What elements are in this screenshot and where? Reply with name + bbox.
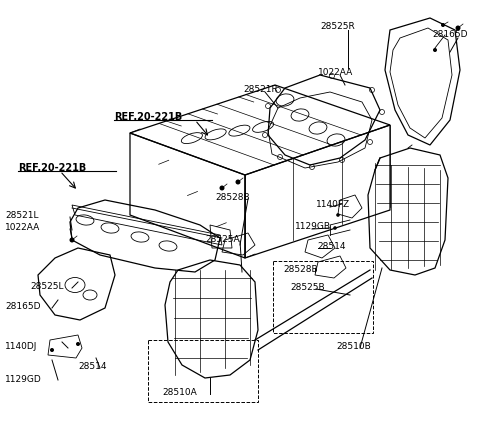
Text: 28521L: 28521L <box>5 211 38 220</box>
Circle shape <box>219 186 225 190</box>
Text: 28525B: 28525B <box>290 283 324 292</box>
Text: 28514: 28514 <box>317 242 346 251</box>
Text: 28528B: 28528B <box>215 193 250 202</box>
Circle shape <box>50 348 54 352</box>
Circle shape <box>433 48 437 52</box>
Text: 1140FZ: 1140FZ <box>316 200 350 209</box>
Circle shape <box>333 226 337 230</box>
Text: 28528B: 28528B <box>283 265 318 274</box>
Circle shape <box>336 213 340 217</box>
Circle shape <box>70 237 74 243</box>
Text: 28525A: 28525A <box>205 235 240 244</box>
Text: 28521R: 28521R <box>243 85 278 94</box>
Text: 28510B: 28510B <box>336 342 371 351</box>
Text: REF.20-221B: REF.20-221B <box>114 112 182 122</box>
Text: 1129GD: 1129GD <box>5 375 42 384</box>
Text: 28165D: 28165D <box>432 30 468 39</box>
Bar <box>273 261 373 333</box>
Text: 1022AA: 1022AA <box>318 68 353 77</box>
Circle shape <box>76 342 80 346</box>
Text: 28525L: 28525L <box>30 282 63 291</box>
Text: 1022AA: 1022AA <box>5 223 40 232</box>
Text: 28525R: 28525R <box>320 22 355 31</box>
Circle shape <box>441 23 445 27</box>
Text: 28510A: 28510A <box>162 388 197 397</box>
Circle shape <box>236 179 240 184</box>
Text: 1140DJ: 1140DJ <box>5 342 37 351</box>
Text: REF.20-221B: REF.20-221B <box>18 163 86 173</box>
Bar <box>148 340 258 402</box>
Text: 1129GB: 1129GB <box>295 222 331 231</box>
Text: 28514: 28514 <box>78 362 107 371</box>
Circle shape <box>456 25 460 31</box>
Text: 28165D: 28165D <box>5 302 40 311</box>
